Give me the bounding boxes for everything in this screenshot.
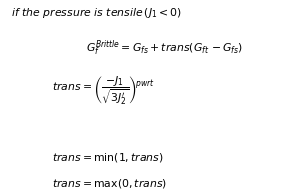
Text: $\it{if\ the\ pressure\ is\ tensile}\,(J_1 < 0)$: $\it{if\ the\ pressure\ is\ tensile}\,(J… — [11, 6, 183, 20]
Text: $\mathit{trans} = \left(\dfrac{-J_1}{\sqrt{3J_2^{\prime}}}\right)^{\!\mathit{pwr: $\mathit{trans} = \left(\dfrac{-J_1}{\sq… — [52, 74, 155, 107]
Text: $\mathit{trans} = \max(0,\mathit{trans})$: $\mathit{trans} = \max(0,\mathit{trans})… — [52, 177, 167, 190]
Text: $\mathit{trans} = \min(1,\mathit{trans})$: $\mathit{trans} = \min(1,\mathit{trans})… — [52, 151, 164, 164]
Text: $G_f^{\mathit{Brittle}} = G_{fs} + \mathit{trans}(G_{ft}\, - G_{fs})$: $G_f^{\mathit{Brittle}} = G_{fs} + \math… — [86, 39, 243, 58]
